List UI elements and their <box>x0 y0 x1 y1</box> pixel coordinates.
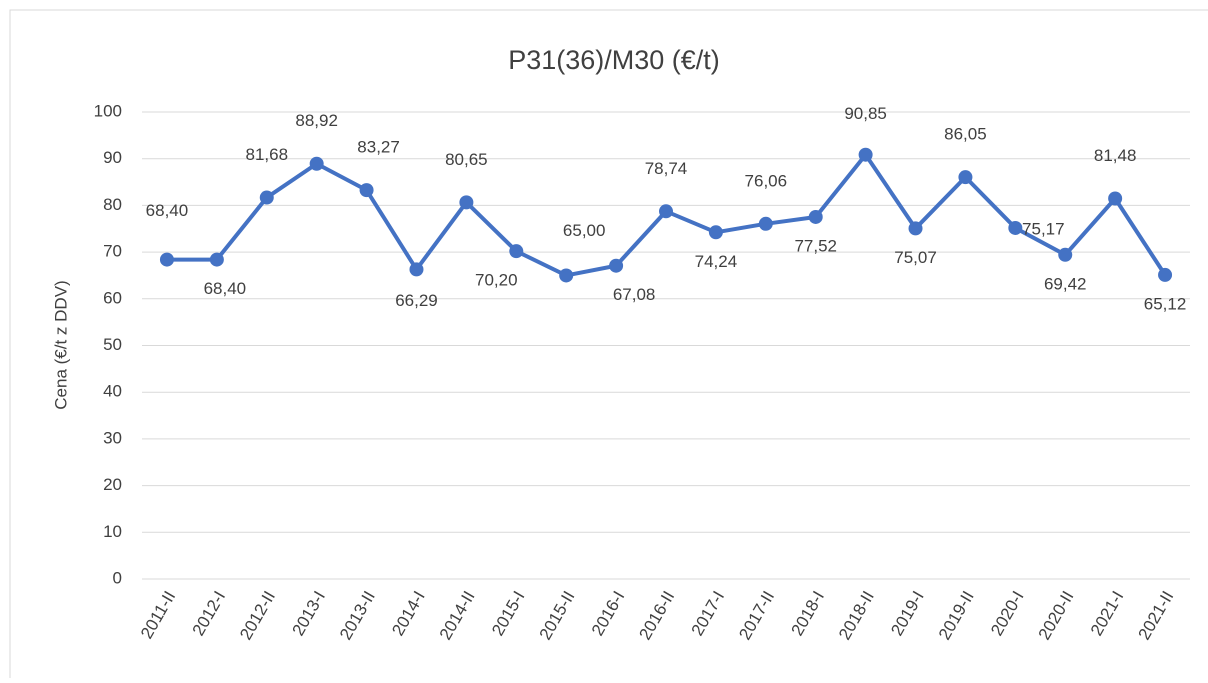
y-tick-label: 0 <box>113 568 122 587</box>
chart-title: P31(36)/M30 (€/t) <box>508 45 720 75</box>
data-label: 83,27 <box>357 138 400 157</box>
y-tick-label: 100 <box>94 101 122 120</box>
y-tick-label: 80 <box>103 195 122 214</box>
data-label: 76,06 <box>745 171 788 190</box>
data-label: 70,20 <box>475 271 518 290</box>
data-point <box>659 204 673 219</box>
data-label: 74,24 <box>695 252 738 271</box>
data-label: 66,29 <box>395 291 438 310</box>
data-point <box>958 170 973 185</box>
data-point <box>609 258 624 273</box>
data-point <box>209 252 224 267</box>
data-point <box>1058 247 1073 262</box>
data-label: 81,48 <box>1094 146 1137 165</box>
data-label: 68,40 <box>146 201 189 220</box>
data-label: 75,07 <box>894 248 937 267</box>
y-tick-label: 20 <box>103 475 122 494</box>
data-point <box>309 156 324 171</box>
y-tick-label: 50 <box>103 335 122 354</box>
data-label: 86,05 <box>944 125 987 144</box>
data-point <box>858 147 873 162</box>
data-point <box>459 195 474 210</box>
data-point <box>1008 220 1023 235</box>
data-point <box>708 225 723 240</box>
data-label: 65,00 <box>563 221 606 240</box>
y-axis-label: Cena (€/t z DDV) <box>51 280 70 409</box>
data-point <box>1108 191 1123 206</box>
data-label: 81,68 <box>245 145 288 164</box>
data-point <box>758 216 773 231</box>
y-tick-label: 90 <box>103 148 122 167</box>
data-label: 77,52 <box>794 236 837 255</box>
data-label: 65,12 <box>1144 294 1187 313</box>
data-label: 69,42 <box>1044 274 1087 293</box>
data-label: 90,85 <box>844 104 887 123</box>
data-point <box>359 183 374 198</box>
chart-frame <box>9 9 1208 683</box>
y-tick-label: 70 <box>103 242 122 261</box>
y-tick-label: 40 <box>103 382 122 401</box>
data-label: 78,74 <box>645 159 688 178</box>
data-point <box>908 221 923 236</box>
y-tick-label: 60 <box>103 288 122 307</box>
data-label: 88,92 <box>295 111 338 130</box>
y-tick-label: 10 <box>103 522 122 541</box>
data-label: 75,17 <box>1022 219 1065 238</box>
data-point <box>159 252 174 267</box>
data-point <box>409 262 424 277</box>
data-label: 67,08 <box>613 285 656 304</box>
data-point <box>259 190 274 205</box>
data-point <box>808 209 823 224</box>
data-point <box>559 268 574 283</box>
data-label: 68,40 <box>204 279 247 298</box>
y-tick-label: 30 <box>103 428 122 447</box>
data-point <box>509 244 524 259</box>
data-point <box>1158 267 1173 282</box>
data-label: 80,65 <box>445 150 488 169</box>
